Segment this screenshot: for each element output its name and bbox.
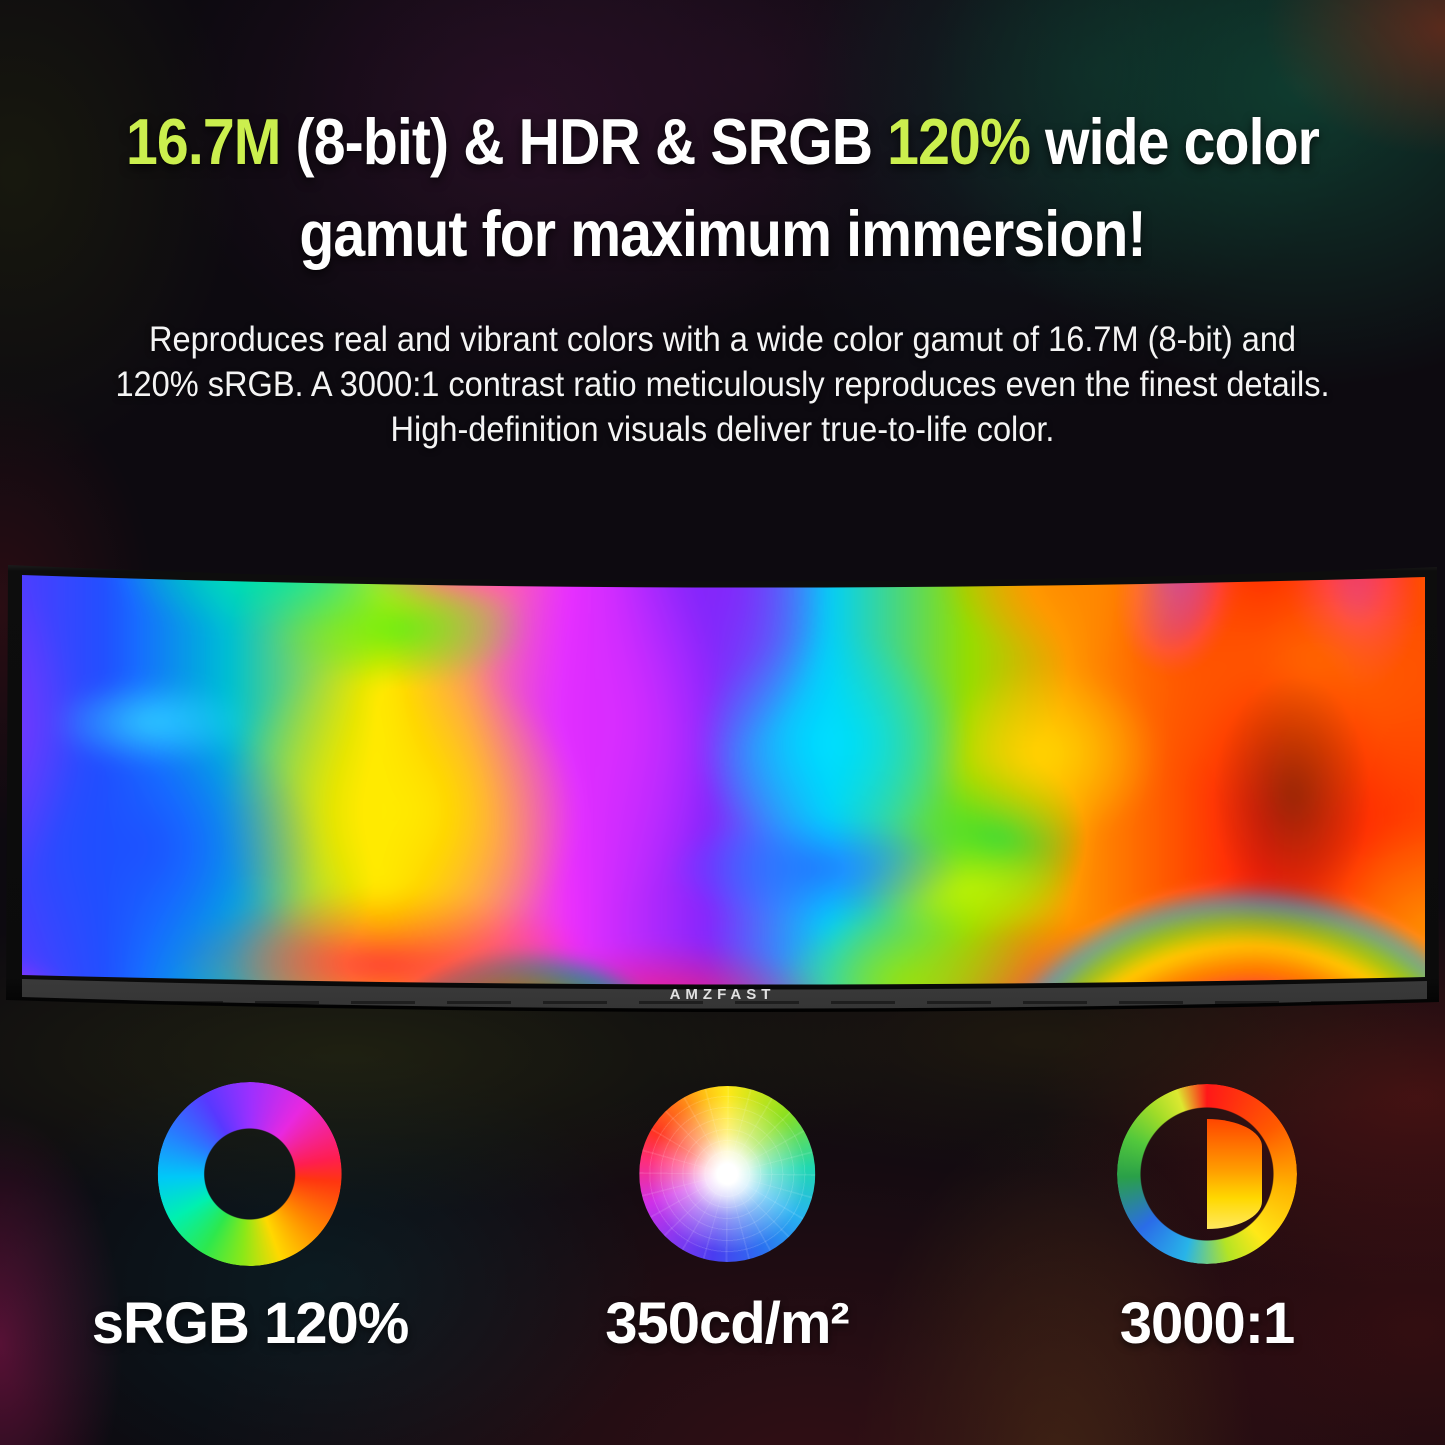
contrast-half-disc	[1207, 1119, 1262, 1229]
monitor-screen	[6, 555, 1439, 1015]
feature-srgb-label: sRGB 120%	[91, 1291, 410, 1356]
screen-wallpaper-art	[6, 555, 1439, 1015]
headline-line-2: gamut for maximum immersion!	[299, 197, 1146, 270]
chin-vents	[63, 1001, 1381, 1004]
headline-line-1: 16.7M (8-bit) & HDR & SRGB 120% wide col…	[87, 96, 1359, 188]
curved-monitor: AMZFAST	[6, 555, 1439, 1015]
body-copy-line-3: High-definition visuals deliver true-to-…	[390, 410, 1055, 449]
feature-contrast: 3000:1	[1117, 1082, 1297, 1357]
body-copy: Reproduces real and vibrant colors with …	[0, 317, 1445, 452]
body-copy-line-2: 120% sRGB. A 3000:1 contrast ratio metic…	[115, 365, 1330, 404]
feature-brightness: 350cd/m²	[605, 1082, 850, 1357]
feature-contrast-label: 3000:1	[1119, 1291, 1296, 1356]
feature-brightness-label: 350cd/m²	[605, 1291, 849, 1356]
contrast-ratio-icon	[1117, 1084, 1297, 1264]
brand-logo: AMZFAST	[669, 986, 776, 1003]
feature-srgb-icon-slot	[157, 1082, 342, 1266]
body-copy-line-1: Reproduces real and vibrant colors with …	[148, 320, 1297, 359]
feature-brightness-icon-slot	[639, 1082, 815, 1266]
headline-accent-16-7m: 16.7M	[125, 105, 281, 178]
headline-text-tail: wide color	[1029, 105, 1320, 178]
feature-contrast-icon-slot	[1117, 1082, 1297, 1266]
srgb-hue-ring-icon	[157, 1082, 342, 1266]
headline-accent-120: 120%	[887, 105, 1031, 178]
color-wheel-icon	[639, 1086, 815, 1262]
headline: 16.7M (8-bit) & HDR & SRGB 120% wide col…	[0, 96, 1445, 280]
feature-srgb: sRGB 120%	[92, 1082, 409, 1357]
headline-text-mid: (8-bit) & HDR & SRGB	[280, 105, 888, 178]
